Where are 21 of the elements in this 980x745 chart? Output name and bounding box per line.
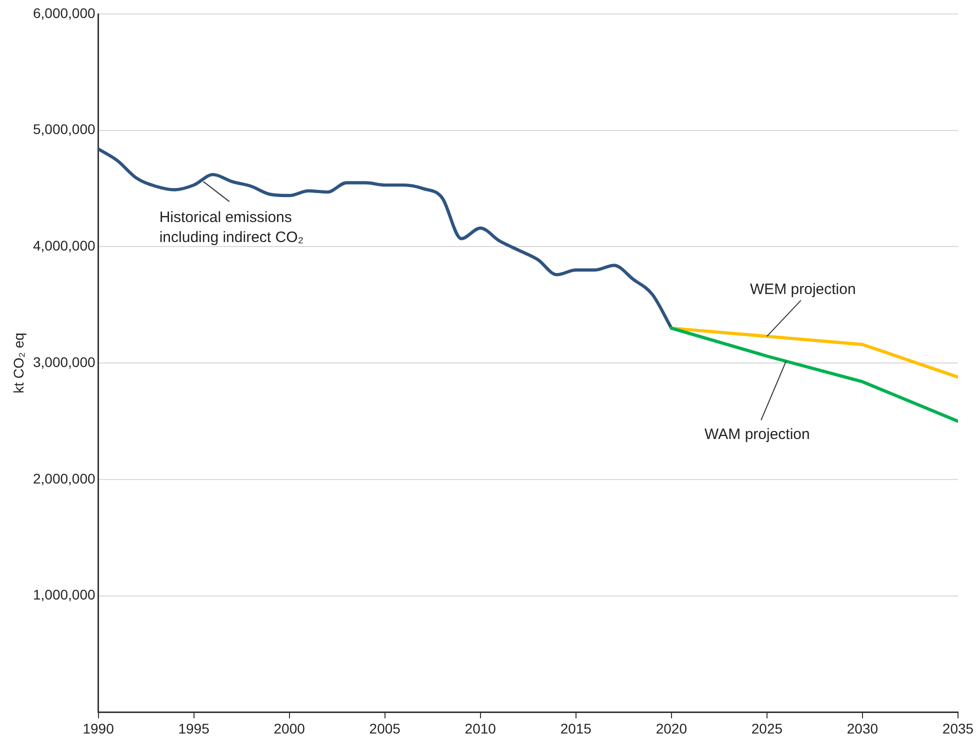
x-tick-label: 2020 [656, 720, 688, 736]
y-tick-label: 3,000,000 [32, 354, 96, 370]
y-tick-label: 5,000,000 [32, 121, 96, 138]
y-axis-title: kt CO₂ eq [10, 332, 26, 394]
x-tick-label: 2015 [560, 720, 592, 736]
y-tick-label: 1,000,000 [32, 586, 96, 603]
x-tick-label: 1995 [178, 720, 210, 736]
x-tick-label: 2000 [274, 720, 306, 736]
annotation: WAM projection [704, 425, 810, 446]
y-tick-label: 6,000,000 [32, 4, 96, 21]
annotation: Historical emissions including indirect CO₂ [159, 208, 304, 248]
line-series [98, 147, 674, 330]
x-tick-label: 2030 [846, 720, 878, 736]
x-tick-label: 2035 [942, 720, 974, 736]
y-tick-label: 4,000,000 [32, 238, 96, 254]
x-tick-label: 2005 [369, 720, 401, 736]
x-tick-label: 2025 [751, 720, 783, 736]
x-tick-label: 1990 [82, 720, 114, 736]
annotation: WEM projection [750, 280, 856, 300]
y-tick-label: 2,000,000 [32, 470, 96, 486]
x-tick-label: 2010 [464, 720, 496, 736]
